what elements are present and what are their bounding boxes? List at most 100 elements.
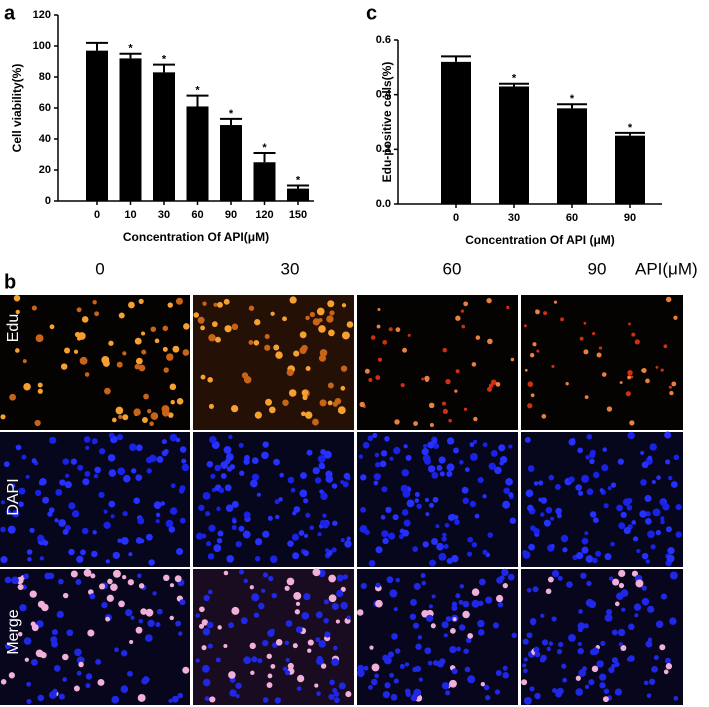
nucleus: [152, 591, 157, 596]
x-axis-label: Concentration Of API (μM): [465, 233, 615, 247]
x-tick-label: 30: [508, 212, 520, 224]
nucleus: [662, 503, 670, 511]
nucleus: [381, 486, 388, 493]
nucleus: [11, 483, 16, 488]
nucleus: [664, 431, 672, 439]
nucleus: [101, 601, 108, 609]
nucleus: [48, 507, 55, 513]
nucleus: [471, 599, 480, 608]
nucleus: [370, 678, 378, 686]
nucleus: [24, 657, 29, 662]
nucleus: [448, 418, 452, 423]
nucleus: [487, 338, 493, 345]
nucleus: [640, 479, 647, 486]
nucleus: [588, 679, 595, 686]
nucleus: [424, 497, 430, 503]
nucleus: [299, 331, 307, 339]
nucleus: [625, 391, 631, 397]
nucleus: [284, 585, 290, 591]
nucleus: [441, 401, 446, 406]
micrograph: [521, 431, 683, 567]
nucleus: [138, 583, 145, 589]
nucleus: [645, 640, 653, 648]
nucleus: [379, 460, 387, 468]
nucleus: [477, 629, 485, 636]
nucleus: [309, 525, 315, 531]
nucleus: [540, 654, 547, 662]
nucleus: [274, 697, 281, 704]
nucleus: [162, 325, 169, 332]
nucleus: [37, 382, 43, 388]
nucleus: [499, 460, 504, 466]
nucleus: [282, 316, 287, 322]
nucleus: [282, 666, 288, 672]
nucleus: [585, 598, 594, 607]
x-tick-label: 0: [453, 212, 459, 224]
nucleus: [327, 382, 334, 389]
nucleus: [620, 645, 627, 651]
nucleus: [422, 541, 429, 548]
nucleus: [462, 610, 470, 619]
nucleus: [122, 510, 128, 517]
nucleus: [239, 470, 245, 476]
nucleus: [287, 662, 294, 670]
nucleus: [137, 573, 142, 579]
row-label: DAPI: [5, 478, 22, 515]
nucleus: [130, 468, 137, 474]
nucleus: [342, 481, 349, 488]
y-tick-label: 0.2: [376, 143, 391, 155]
nucleus: [593, 471, 600, 479]
nucleus: [558, 641, 564, 648]
nucleus: [62, 458, 69, 465]
nucleus: [461, 486, 469, 494]
nucleus: [105, 559, 110, 564]
nucleus: [336, 589, 344, 598]
significance-mark: *: [262, 142, 267, 154]
nucleus: [161, 439, 167, 445]
nucleus: [74, 331, 81, 338]
nucleus: [176, 397, 184, 405]
nucleus: [163, 367, 169, 373]
nucleus: [170, 483, 176, 489]
nucleus: [325, 470, 333, 478]
nucleus: [502, 582, 508, 589]
nucleus: [651, 665, 658, 673]
nucleus: [576, 551, 584, 560]
nucleus: [464, 666, 471, 673]
nucleus: [412, 666, 418, 673]
nucleus: [462, 600, 470, 608]
nucleus: [548, 641, 554, 646]
x-tick-label: 60: [566, 212, 578, 224]
nucleus: [421, 377, 425, 381]
nucleus: [585, 455, 590, 460]
nucleus: [532, 342, 537, 347]
nucleus: [231, 323, 239, 331]
nucleus: [301, 344, 308, 352]
significance-mark: *: [128, 43, 133, 55]
nucleus: [631, 570, 639, 577]
nucleus: [443, 543, 449, 549]
nucleus: [271, 592, 277, 599]
nucleus: [527, 465, 535, 472]
nucleus: [205, 511, 211, 517]
nucleus: [550, 544, 555, 549]
nucleus: [300, 472, 307, 479]
nucleus: [248, 340, 254, 345]
nucleus: [358, 454, 364, 459]
nucleus: [30, 658, 38, 666]
nucleus: [427, 660, 433, 666]
nucleus: [413, 688, 422, 697]
nucleus: [575, 484, 583, 491]
nucleus: [316, 657, 324, 666]
nucleus: [228, 622, 234, 629]
nucleus: [669, 571, 678, 580]
nucleus: [471, 588, 480, 596]
nucleus: [451, 554, 459, 563]
nucleus: [303, 498, 309, 504]
nucleus: [420, 573, 426, 579]
nucleus: [540, 497, 548, 504]
nucleus: [449, 645, 457, 654]
nucleus: [556, 649, 563, 655]
nucleus: [169, 615, 174, 621]
